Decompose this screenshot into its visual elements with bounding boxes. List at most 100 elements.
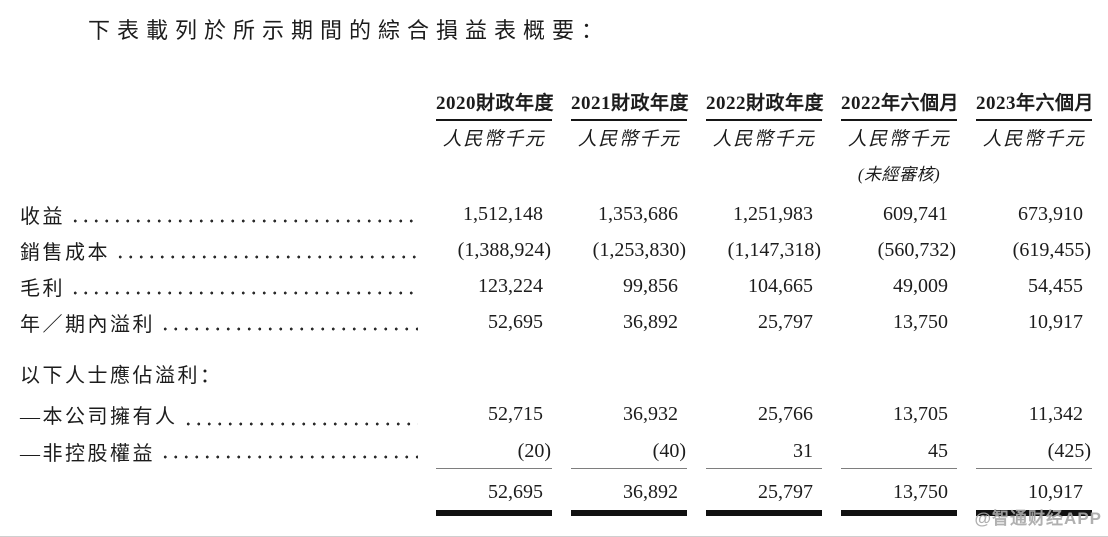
value: (1,388,924) — [457, 238, 551, 261]
row-label — [20, 475, 420, 509]
unit-label: 人民幣千元 — [712, 128, 816, 150]
empty-cell — [825, 353, 960, 393]
value: 52,695 — [488, 310, 543, 333]
note-cell: (未經審核) — [825, 158, 960, 187]
unit-cell: 人民幣千元 — [690, 120, 825, 154]
total-value: 10,917 — [1028, 480, 1083, 503]
total-value: 13,750 — [893, 480, 948, 503]
value-cell: (1,147,318) — [690, 232, 825, 268]
value: 25,766 — [758, 402, 813, 425]
double-rule-row — [20, 509, 1100, 516]
row-label-text: 毛利 — [20, 277, 65, 300]
value: (1,147,318) — [727, 238, 821, 261]
watermark: @智通财经APP — [974, 509, 1102, 528]
value: 1,512,148 — [463, 202, 543, 225]
value: (425) — [1047, 440, 1091, 462]
row-label: 年／期內溢利 — [20, 304, 420, 340]
value-cell: (425) — [960, 435, 1095, 468]
empty-cell — [555, 353, 690, 393]
rule-cell — [690, 509, 825, 516]
table-header-row: 2020財政年度 2021財政年度 2022財政年度 2022年六個月 2023… — [20, 88, 1100, 121]
row-cost-of-sales: 銷售成本 (1,388,924) (1,253,830) (1,147,318)… — [20, 232, 1100, 268]
value-cell: 1,512,148 — [420, 196, 555, 232]
column-header: 2021財政年度 — [555, 88, 690, 121]
value-cell: 36,892 — [555, 475, 690, 509]
page-title: 下表載列於所示期間的綜合損益表概要： — [88, 18, 611, 43]
value-cell: 1,353,686 — [555, 196, 690, 232]
double-rule — [436, 510, 552, 516]
row-label: —非控股權益 — [20, 435, 420, 468]
rule-cell — [825, 468, 960, 469]
value-cell: (40) — [555, 435, 690, 468]
rule-cell — [690, 468, 825, 469]
value-cell: 123,224 — [420, 268, 555, 304]
value: (1,253,830) — [592, 238, 686, 261]
value: 1,251,983 — [733, 202, 813, 225]
value-cell: 49,009 — [825, 268, 960, 304]
value: 36,932 — [623, 402, 678, 425]
value-cell: 104,665 — [690, 268, 825, 304]
empty-cell — [960, 353, 1095, 393]
row-label-text: —非控股權益 — [20, 443, 155, 465]
rule-cell — [960, 509, 1095, 516]
rule-cell — [555, 509, 690, 516]
column-header: 2023年六個月 — [960, 88, 1095, 121]
dot-leader — [160, 435, 418, 468]
dot-leader — [160, 304, 418, 340]
value: 1,353,686 — [598, 202, 678, 225]
row-label-text: 銷售成本 — [20, 241, 110, 264]
unit-label: 人民幣千元 — [847, 128, 951, 150]
value: 609,741 — [883, 202, 948, 225]
rule-cell — [555, 468, 690, 469]
dot-leader — [115, 232, 418, 268]
row-label: 以下人士應佔溢利： — [20, 353, 420, 393]
row-owners-of-company: —本公司擁有人 52,715 36,932 25,766 13,705 11,3… — [20, 393, 1100, 435]
column-header-label: 2022財政年度 — [706, 88, 824, 121]
rule-cell — [420, 468, 555, 469]
row-label: —本公司擁有人 — [20, 393, 420, 435]
value: (619,455) — [1012, 238, 1091, 261]
row-label-text: 年／期內溢利 — [20, 313, 155, 336]
value-cell: 52,715 — [420, 393, 555, 435]
note-cell — [555, 158, 690, 187]
value: 31 — [793, 440, 813, 462]
value-cell: (619,455) — [960, 232, 1095, 268]
header-spacer — [20, 88, 420, 121]
single-rule — [571, 468, 687, 469]
dot-leader — [70, 196, 418, 232]
column-header-label: 2021財政年度 — [571, 88, 689, 121]
value-cell: 13,750 — [825, 304, 960, 340]
unaudited-note: (未經審核) — [857, 165, 941, 184]
unit-label: 人民幣千元 — [577, 128, 681, 150]
rule-cell — [420, 509, 555, 516]
value-cell: 1,251,983 — [690, 196, 825, 232]
value-cell: 25,797 — [690, 475, 825, 509]
value-cell: 25,766 — [690, 393, 825, 435]
unit-cell: 人民幣千元 — [420, 120, 555, 154]
column-header-label: 2020財政年度 — [436, 88, 554, 121]
value: 13,705 — [893, 402, 948, 425]
value-cell: 25,797 — [690, 304, 825, 340]
value-cell: 673,910 — [960, 196, 1095, 232]
double-rule — [571, 510, 687, 516]
rule-cell — [960, 468, 1095, 469]
row-label-text: —本公司擁有人 — [20, 405, 178, 428]
rule-spacer — [20, 509, 420, 516]
value-cell: 36,892 — [555, 304, 690, 340]
value-cell: 45 — [825, 435, 960, 468]
total-value: 52,695 — [488, 480, 543, 503]
value: 673,910 — [1018, 202, 1083, 225]
value-cell: (20) — [420, 435, 555, 468]
column-header-label: 2023年六個月 — [976, 88, 1094, 121]
note-cell — [960, 158, 1095, 187]
value: 13,750 — [893, 310, 948, 333]
single-rule-row — [20, 468, 1100, 469]
column-header: 2020財政年度 — [420, 88, 555, 121]
unit-label: 人民幣千元 — [442, 128, 546, 150]
double-rule — [976, 510, 1092, 516]
value: 99,856 — [623, 274, 678, 297]
row-attributable-header: 以下人士應佔溢利： — [20, 353, 1100, 393]
value-cell: 13,705 — [825, 393, 960, 435]
total-value: 25,797 — [758, 480, 813, 503]
row-label-text: 以下人士應佔溢利： — [20, 364, 223, 387]
